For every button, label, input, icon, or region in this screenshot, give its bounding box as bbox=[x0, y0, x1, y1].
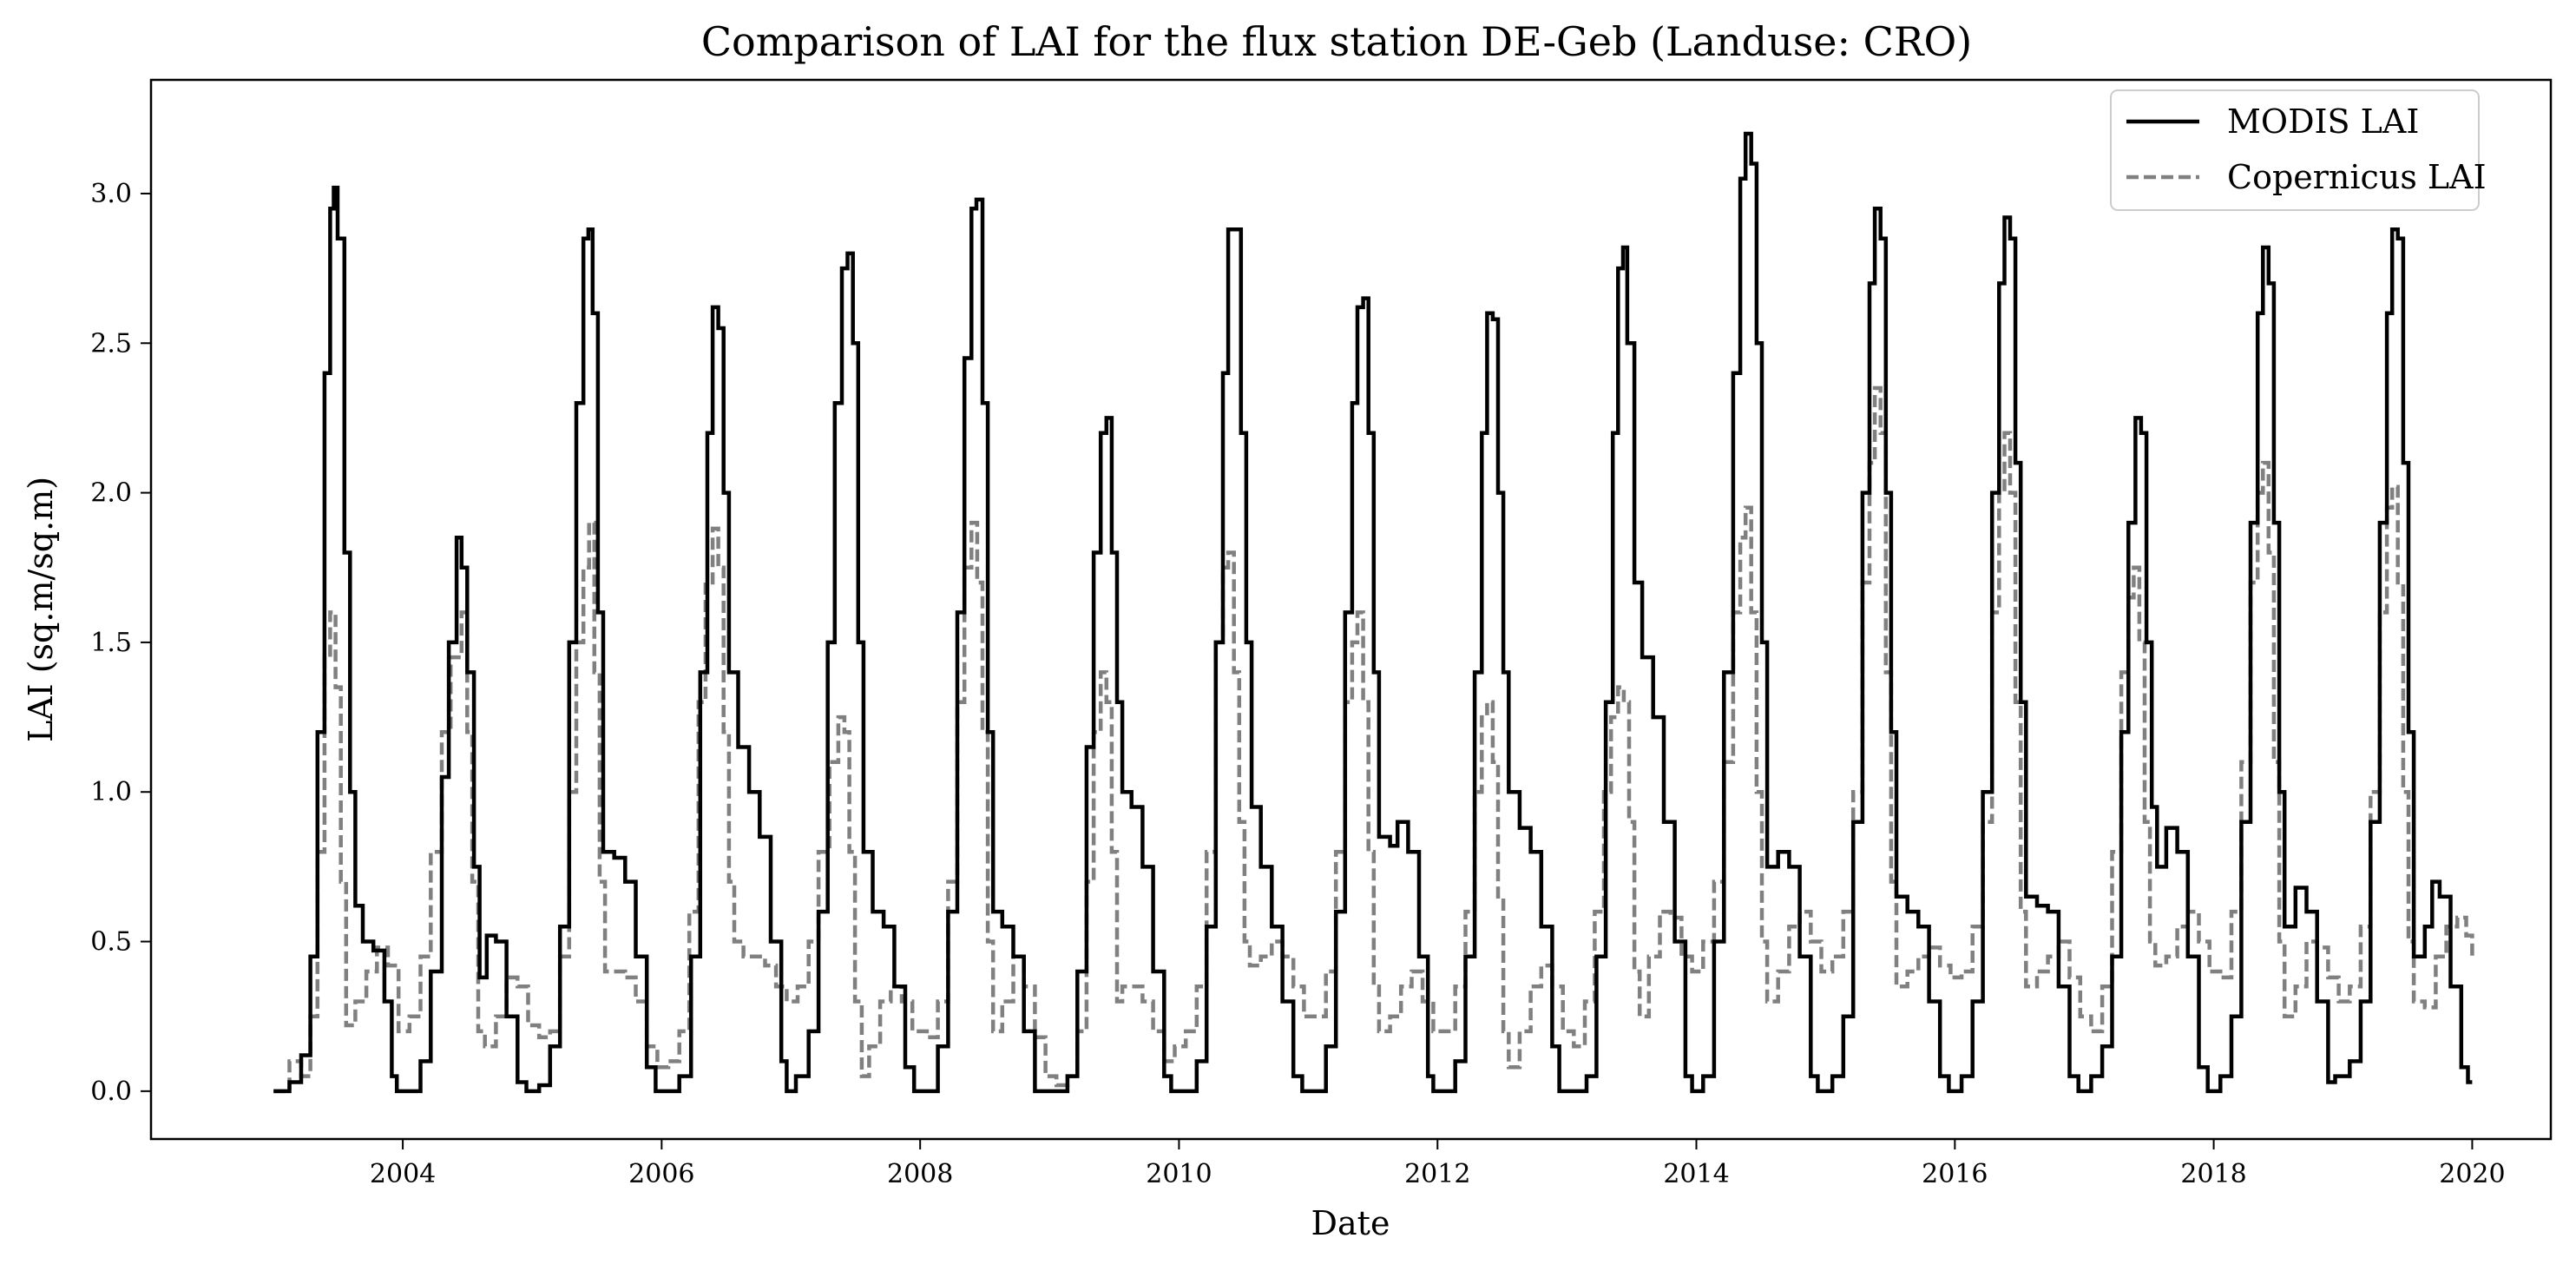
x-axis-label: Date bbox=[1311, 1204, 1390, 1242]
x-tick-label: 2016 bbox=[1922, 1159, 1988, 1189]
x-tick-label: 2006 bbox=[628, 1159, 694, 1189]
y-tick-label: 3.0 bbox=[90, 179, 132, 209]
y-axis-label: LAI (sq.m/sq.m) bbox=[22, 477, 60, 742]
x-tick-label: 2004 bbox=[370, 1159, 436, 1189]
legend-label-copernicus-lai: Copernicus LAI bbox=[2227, 158, 2487, 196]
x-tick-label: 2018 bbox=[2180, 1159, 2246, 1189]
legend: MODIS LAI Copernicus LAI bbox=[2110, 89, 2487, 211]
y-tick-label: 0.5 bbox=[90, 927, 132, 958]
x-axis-ticks: 2004 2006 2008 2010 2012 2014 2016 2018 2020 bbox=[370, 1139, 2506, 1189]
y-axis-ticks: 0.0 0.5 1.0 1.5 2.0 2.5 3.0 bbox=[90, 179, 151, 1107]
chart-title: Comparison of LAI for the flux station D… bbox=[701, 18, 1972, 65]
x-tick-label: 2014 bbox=[1663, 1159, 1729, 1189]
legend-label-modis-lai: MODIS LAI bbox=[2227, 102, 2419, 141]
series-layer bbox=[273, 131, 2474, 1094]
series-line-modis-lai bbox=[273, 131, 2473, 1094]
x-tick-label: 2010 bbox=[1146, 1159, 1212, 1189]
x-tick-label: 2020 bbox=[2439, 1159, 2505, 1189]
y-tick-label: 2.0 bbox=[90, 478, 132, 509]
x-tick-label: 2012 bbox=[1404, 1159, 1470, 1189]
y-tick-label: 1.0 bbox=[90, 777, 132, 807]
y-tick-label: 1.5 bbox=[90, 628, 132, 658]
legend-box bbox=[2110, 89, 2480, 211]
series-line-copernicus-lai bbox=[273, 385, 2474, 1094]
plot-frame bbox=[149, 78, 2553, 1141]
y-tick-label: 2.5 bbox=[90, 328, 132, 359]
x-tick-label: 2008 bbox=[887, 1159, 953, 1189]
y-tick-label: 0.0 bbox=[90, 1077, 132, 1107]
